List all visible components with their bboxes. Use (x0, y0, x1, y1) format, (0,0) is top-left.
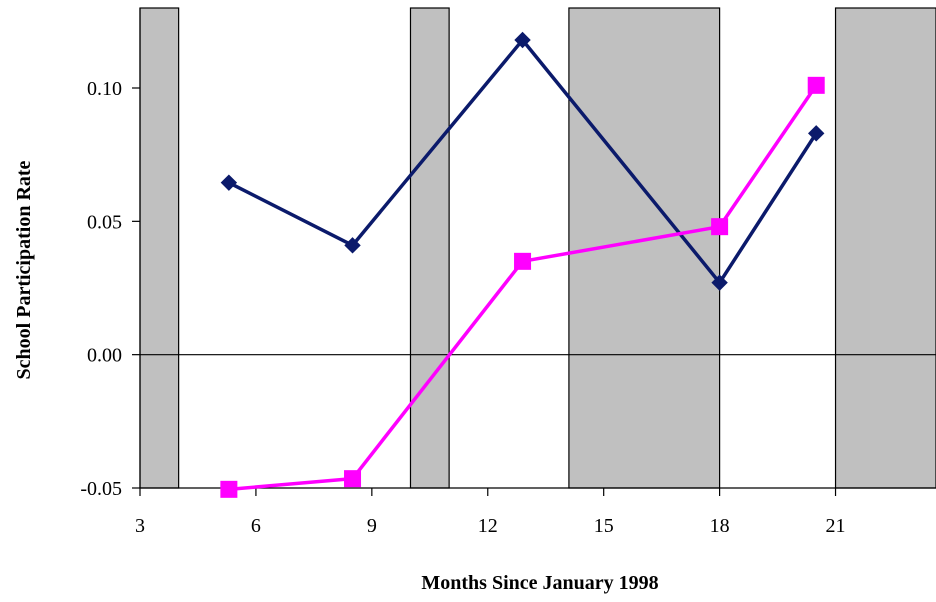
series-1-point (808, 125, 825, 142)
x-tick-label: 15 (594, 515, 614, 537)
x-tick-label: 21 (826, 515, 846, 537)
tick-labels: -0.05 0.00 0.05 0.10 3 6 9 12 15 18 21 (80, 78, 845, 537)
series-1-point (711, 274, 728, 291)
shaded-period-4 (834, 7, 936, 489)
series-1-point (220, 174, 238, 191)
y-tick-label: -0.05 (80, 478, 122, 500)
x-tick-label: 3 (135, 515, 145, 537)
series-2-point (807, 76, 825, 94)
series-1-point (514, 31, 531, 49)
series-2-point (344, 470, 362, 488)
y-tick-label: 0.00 (87, 345, 122, 367)
series-2-line (228, 84, 818, 492)
series (220, 31, 825, 498)
series-2-point (711, 218, 729, 236)
series-2-point (220, 480, 238, 498)
shaded-periods (139, 7, 936, 489)
x-tick-label: 6 (251, 515, 261, 537)
shaded-period-2 (409, 7, 450, 489)
shaded-period-1 (139, 7, 180, 489)
series-1-line (228, 38, 818, 285)
y-axis-title: School Participation Rate (13, 160, 35, 379)
x-axis-title: Months Since January 1998 (421, 572, 658, 594)
axes (132, 8, 936, 496)
y-tick-label: 0.10 (87, 78, 122, 100)
y-tick-label: 0.05 (87, 211, 122, 233)
x-tick-label: 9 (367, 515, 377, 537)
series-1-point (344, 237, 361, 254)
series-2-point (514, 252, 532, 270)
x-tick-label: 18 (710, 515, 730, 537)
x-tick-label: 12 (478, 515, 498, 537)
